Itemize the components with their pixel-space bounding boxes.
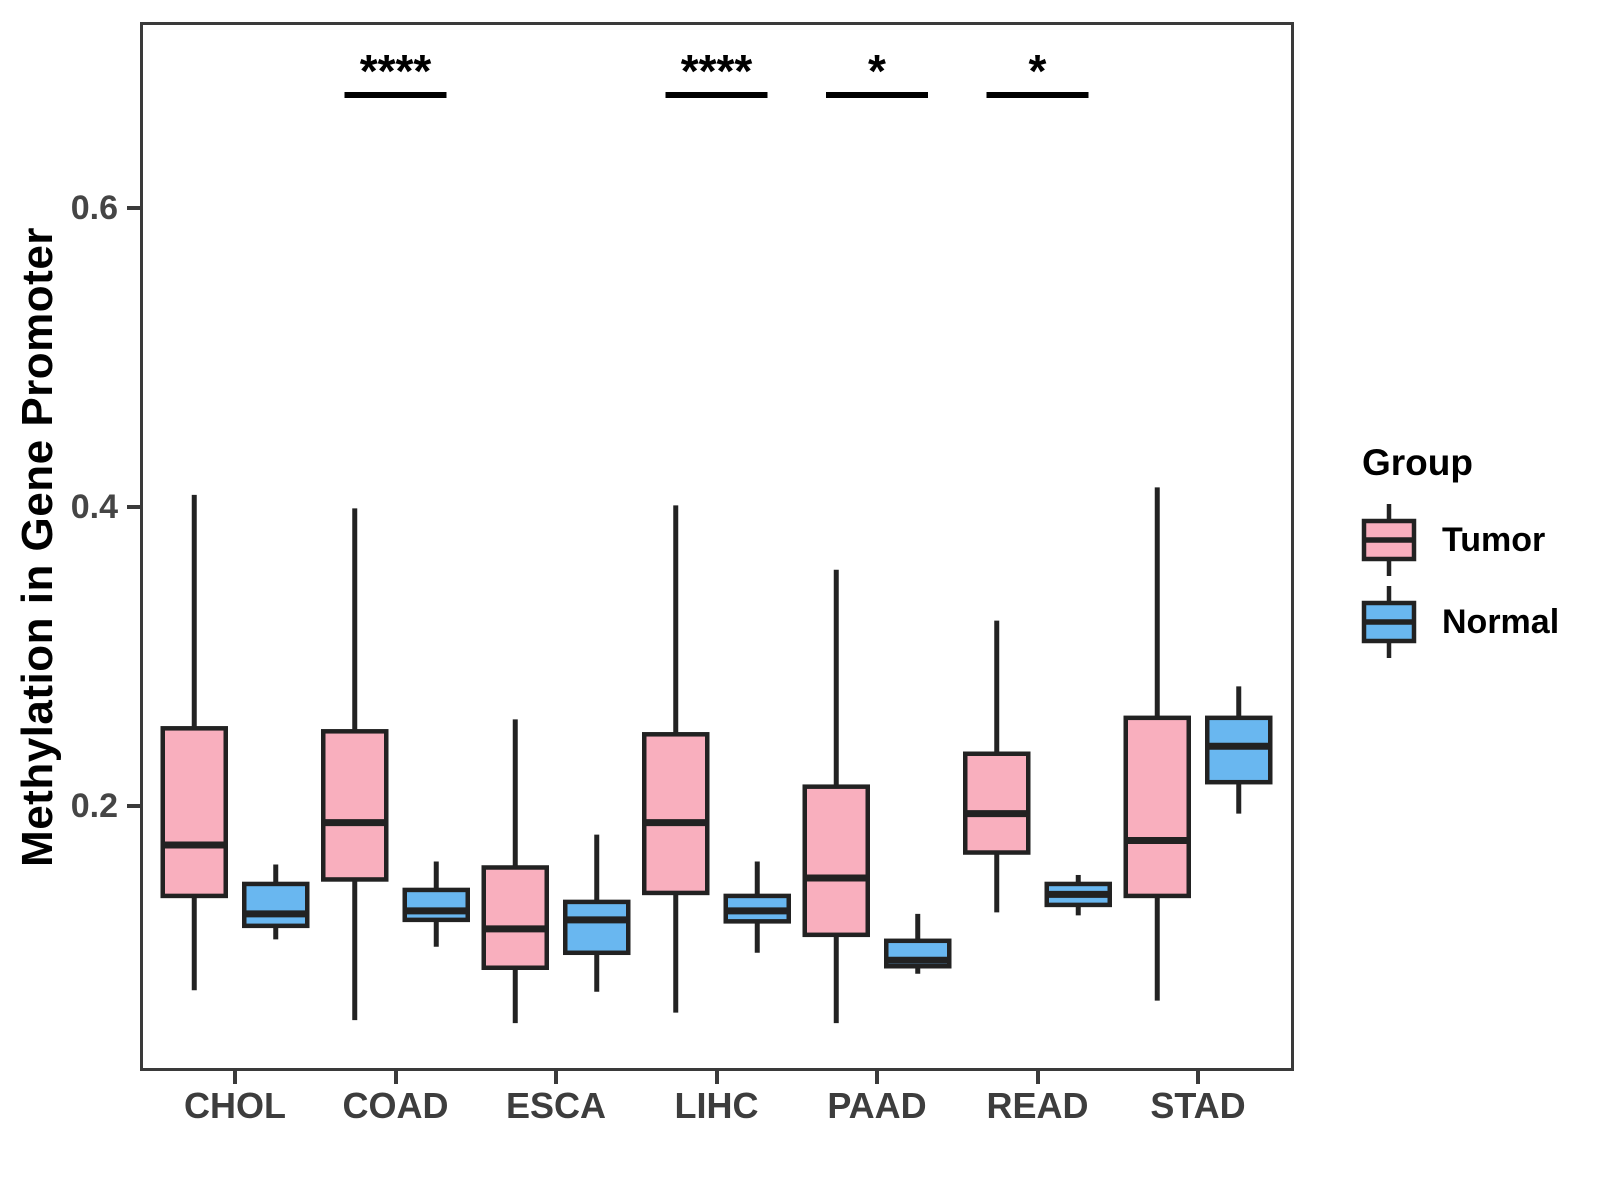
significance-label-PAAD: *	[868, 45, 886, 97]
box-STAD-Normal	[1205, 715, 1273, 785]
x-tick-mark-STAD	[1196, 1071, 1200, 1084]
y-tick-label-0.4: 0.4	[70, 487, 118, 526]
x-tick-label-PAAD: PAAD	[827, 1085, 927, 1126]
legend-label-tumor: Tumor	[1442, 520, 1546, 559]
box-ESCA-Tumor	[481, 865, 549, 970]
x-tick-mark-ESCA	[554, 1071, 558, 1084]
legend-title: Group	[1362, 442, 1473, 483]
significance-label-READ: *	[1029, 45, 1047, 97]
box-READ-Tumor	[963, 751, 1031, 855]
box-COAD-Tumor	[321, 729, 389, 882]
y-tick-mark-0.6	[127, 205, 140, 210]
legend-entry-tumor: Tumor	[1360, 500, 1559, 580]
legend-entries: Tumor Normal	[1360, 500, 1559, 662]
x-tick-label-LIHC: LIHC	[674, 1085, 759, 1126]
x-tick-mark-CHOL	[233, 1071, 237, 1084]
legend-boxplot-icon-tumor	[1361, 504, 1417, 576]
x-tick-mark-READ	[1035, 1071, 1040, 1084]
plot-panel: **** **** * *	[140, 22, 1294, 1071]
x-tick-mark-LIHC	[714, 1071, 719, 1084]
y-tick-label-0.6: 0.6	[70, 188, 118, 227]
significance-label-COAD: ****	[360, 45, 432, 97]
x-tick-mark-PAAD	[875, 1071, 879, 1084]
x-tick-label-STAD: STAD	[1150, 1085, 1246, 1126]
x-tick-label-ESCA: ESCA	[505, 1085, 607, 1126]
y-axis-title: Methylation in Gene Promoter	[10, 22, 66, 1071]
box-PAAD-Tumor	[802, 784, 870, 938]
y-axis-title-text: Methylation in Gene Promoter	[13, 226, 62, 867]
box-LIHC-Tumor	[642, 732, 710, 896]
legend-boxplot-icon-normal	[1361, 586, 1417, 658]
y-tick-label-0.2: 0.2	[70, 787, 118, 826]
significance-label-LIHC: ****	[681, 45, 753, 97]
x-tick-label-CHOL: CHOL	[184, 1085, 286, 1126]
legend-label-normal: Normal	[1442, 602, 1560, 641]
legend: Group Tumor Normal	[1360, 442, 1559, 664]
x-tick-label-COAD: COAD	[342, 1085, 449, 1126]
y-tick-mark-0.2	[127, 804, 140, 809]
box-COAD-Normal	[402, 887, 470, 923]
box-CHOL-Tumor	[160, 726, 228, 899]
x-tick-label-READ: READ	[986, 1085, 1089, 1126]
legend-entry-normal: Normal	[1360, 582, 1559, 662]
y-tick-mark-0.4	[127, 504, 140, 509]
x-tick-mark-COAD	[393, 1071, 398, 1084]
box-CHOL-Normal	[242, 881, 310, 929]
box-STAD-Tumor	[1123, 715, 1191, 899]
boxplot-canvas: **** **** * *	[160, 45, 1273, 1024]
box-ESCA-Normal	[563, 899, 631, 956]
